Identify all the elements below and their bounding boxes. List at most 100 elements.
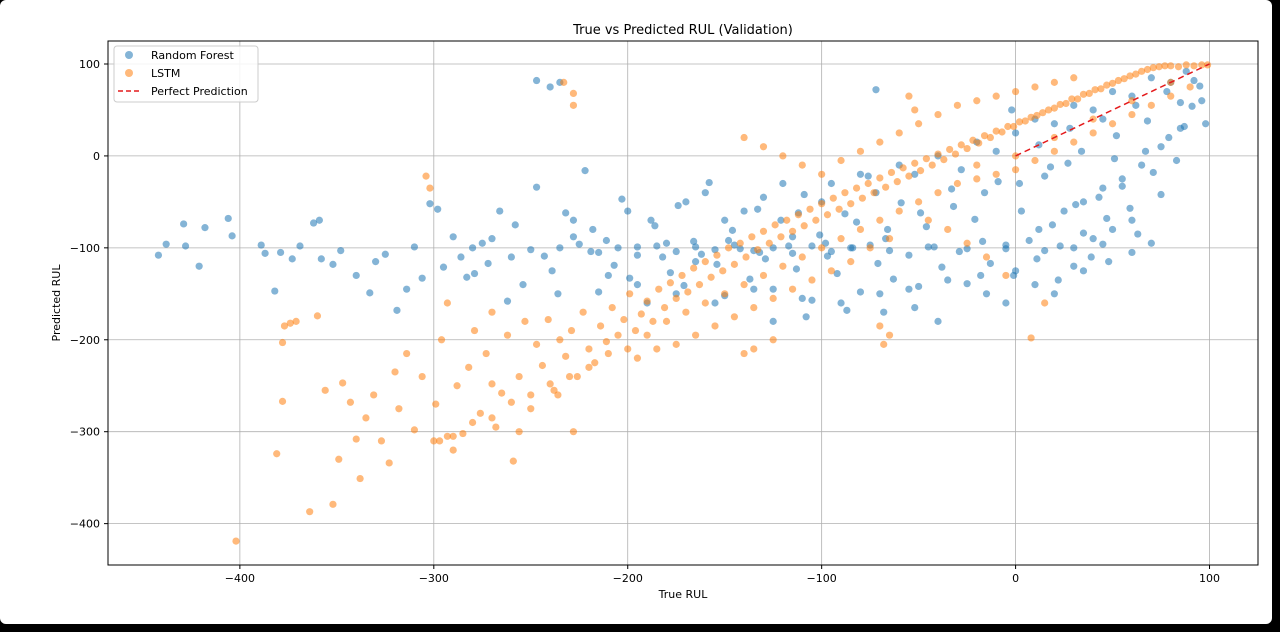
lstm-point — [1114, 76, 1122, 85]
lstm-point — [841, 189, 849, 197]
random-forest-point — [759, 193, 768, 201]
random-forest-point — [788, 233, 797, 241]
random-forest-point — [1143, 117, 1152, 125]
random-forest-point — [463, 273, 471, 281]
random-forest-point — [352, 271, 360, 280]
lstm-point — [339, 379, 347, 387]
random-forest-point — [478, 239, 486, 247]
random-forest-point — [889, 275, 898, 283]
lstm-point — [969, 136, 977, 144]
lstm-point — [449, 432, 457, 440]
random-forest-point — [800, 190, 808, 199]
lstm-point — [468, 418, 477, 427]
lstm-point — [662, 317, 671, 325]
random-forest-point — [647, 216, 655, 224]
random-forest-point — [1035, 225, 1043, 234]
lstm-point — [1108, 120, 1117, 128]
random-forest-point — [1077, 147, 1086, 155]
legend-box — [113, 45, 259, 103]
x-tick-label: −200 — [613, 572, 643, 585]
lstm-point — [436, 437, 444, 445]
lstm-point — [403, 349, 411, 358]
lstm-point — [953, 101, 962, 109]
random-forest-point — [1118, 175, 1126, 183]
lstm-point — [740, 133, 748, 142]
lstm-point — [798, 161, 806, 169]
lstm-point — [707, 273, 715, 281]
lstm-point — [562, 352, 570, 360]
y-tick-label: −400 — [70, 518, 100, 531]
random-forest-point — [329, 260, 337, 268]
random-forest-point — [938, 263, 946, 271]
random-forest-point — [724, 236, 733, 245]
lstm-point — [730, 260, 738, 268]
random-forest-point — [511, 221, 519, 229]
random-forest-point — [1128, 248, 1136, 257]
random-forest-point — [434, 205, 442, 213]
random-forest-point — [1172, 156, 1181, 165]
lstm-point — [565, 372, 574, 381]
x-tick-label: −300 — [419, 572, 449, 585]
lstm-point — [1021, 117, 1029, 125]
random-forest-point — [666, 269, 674, 277]
lstm-point — [876, 322, 884, 330]
lstm-point — [292, 317, 300, 325]
lstm-point — [783, 216, 791, 224]
random-forest-point — [1079, 229, 1088, 237]
lstm-point — [1010, 122, 1018, 131]
lstm-point — [515, 372, 523, 381]
lstm-point — [800, 222, 808, 230]
random-forest-point — [633, 281, 642, 289]
random-forest-point — [468, 244, 477, 252]
random-forest-point — [1041, 247, 1049, 255]
random-forest-point — [957, 166, 965, 174]
lstm-point — [779, 262, 787, 270]
random-forest-point — [1176, 98, 1185, 107]
lstm-point — [1050, 147, 1058, 155]
random-forest-point — [728, 226, 737, 234]
lstm-point — [1091, 86, 1099, 94]
random-forest-point — [1202, 120, 1210, 128]
lstm-point — [604, 349, 612, 358]
lstm-point — [695, 281, 704, 289]
lstm-point — [352, 435, 360, 443]
lstm-point — [1039, 109, 1047, 117]
lstm-point — [986, 133, 994, 142]
lstm-point — [765, 239, 773, 247]
random-forest-point — [449, 233, 457, 241]
random-forest-point — [1157, 143, 1165, 151]
lstm-point — [1186, 83, 1194, 91]
lstm-point — [1097, 85, 1105, 93]
random-forest-point — [916, 209, 925, 217]
lstm-point — [721, 290, 729, 298]
random-forest-point — [947, 185, 956, 193]
random-forest-point — [1128, 216, 1136, 224]
lstm-point — [1126, 72, 1134, 80]
plot-area-border — [107, 40, 1259, 566]
random-forest-point — [1025, 236, 1033, 245]
random-forest-point — [949, 202, 958, 211]
x-axis-label: True RUL — [658, 588, 709, 601]
lstm-point — [771, 221, 779, 229]
random-forest-point — [672, 247, 680, 256]
random-forest-point — [1041, 172, 1049, 180]
random-forest-point — [1105, 258, 1113, 266]
lstm-point — [808, 276, 816, 284]
random-forest-point — [856, 170, 865, 178]
lstm-point — [313, 312, 322, 320]
lstm-point — [666, 279, 674, 287]
random-forest-point — [1070, 101, 1078, 109]
random-forest-point — [1072, 201, 1080, 209]
lstm-point — [847, 200, 855, 208]
lstm-point — [426, 184, 434, 192]
lstm-point — [362, 414, 370, 422]
random-forest-point — [963, 280, 971, 288]
lstm-point — [608, 303, 616, 312]
random-forest-point — [393, 306, 401, 314]
random-forest-point — [659, 253, 667, 261]
random-forest-point — [922, 223, 930, 231]
random-forest-point — [1008, 106, 1016, 114]
legend-marker-lstm — [125, 69, 133, 77]
lstm-point — [1198, 61, 1206, 69]
lstm-point — [818, 170, 826, 178]
